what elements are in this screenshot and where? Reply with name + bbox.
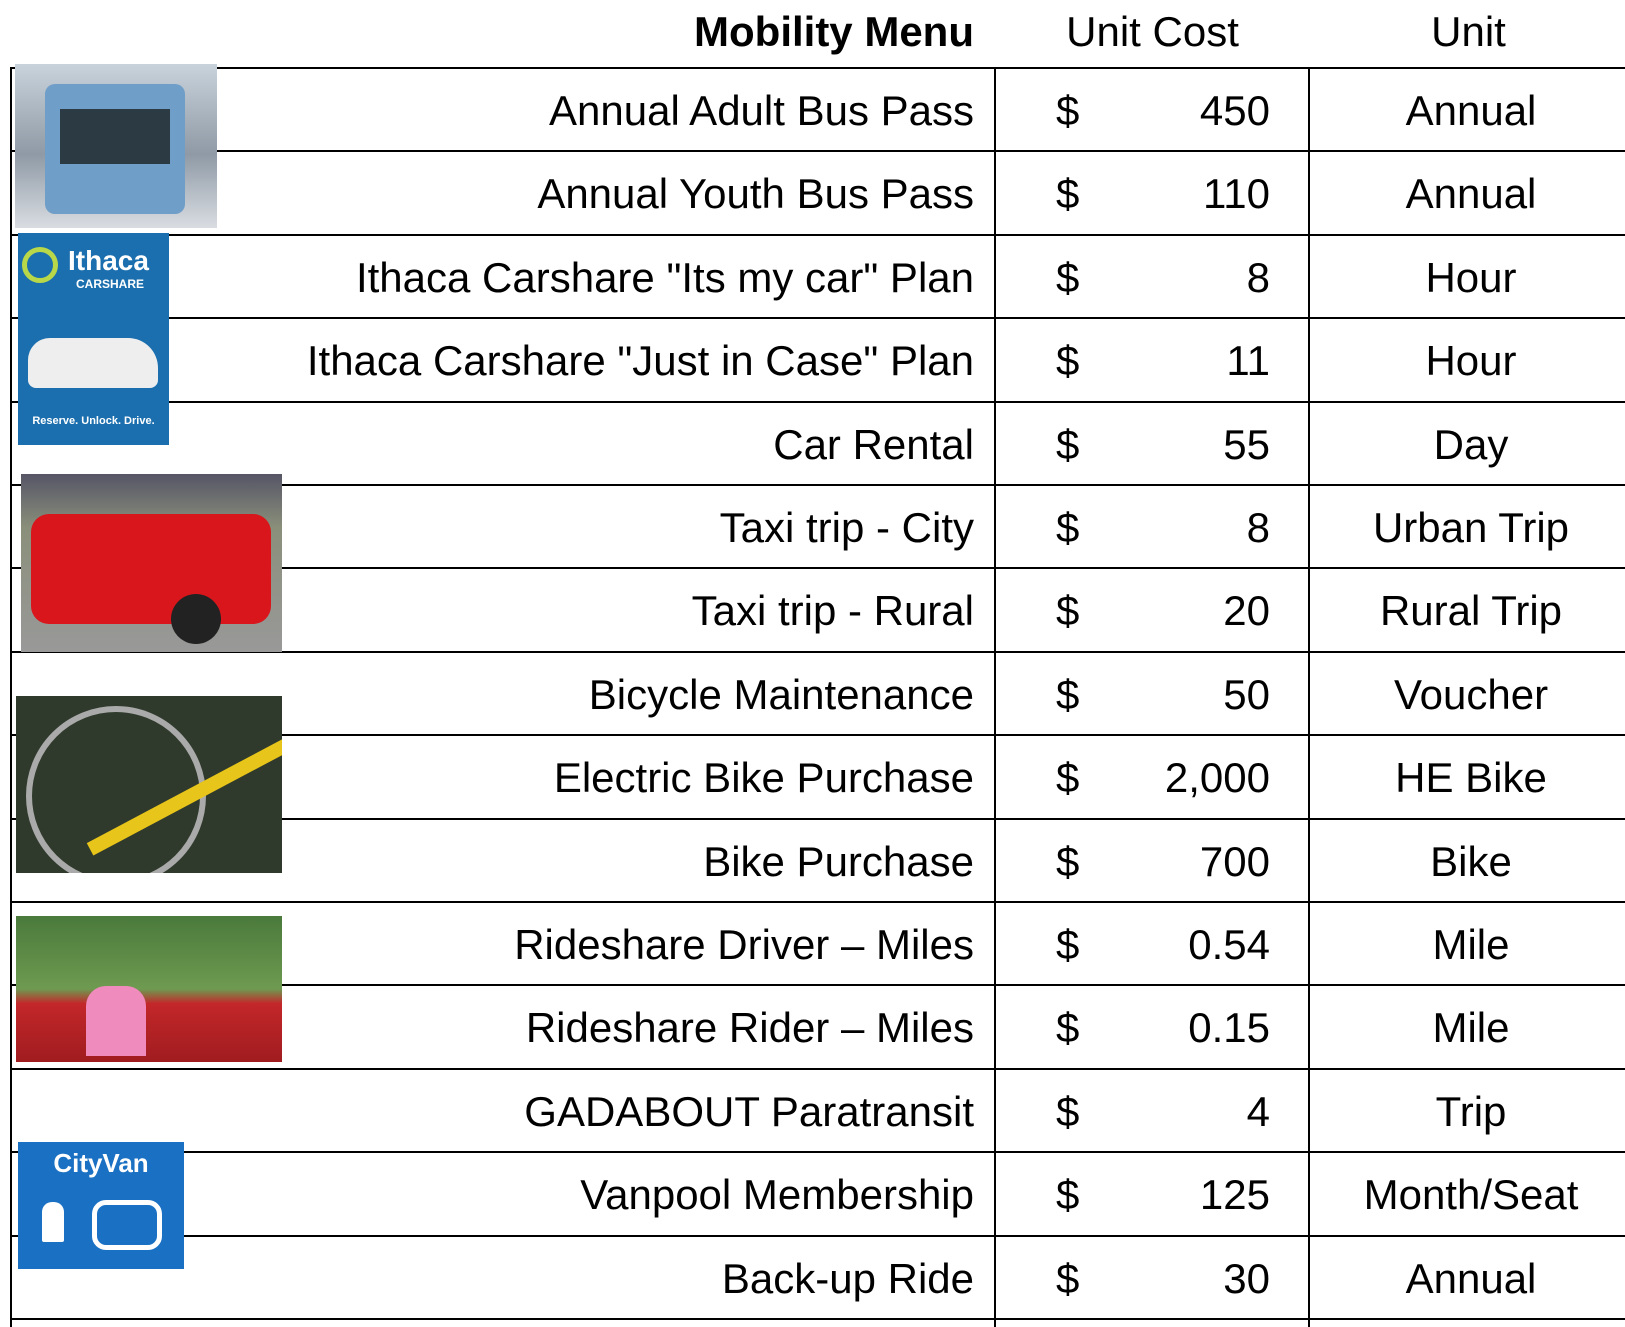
carshare-logo: Ithaca CARSHARE Reserve. Unlock. Drive.	[18, 233, 169, 445]
item: Bike Purchase	[210, 820, 974, 903]
unit: Trip	[1312, 1070, 1625, 1153]
item: Electric Bike Purchase	[210, 736, 974, 819]
item: Rideshare Rider – Miles	[210, 986, 974, 1069]
carshare-mark	[22, 247, 58, 283]
cityvan-walker	[42, 1202, 64, 1242]
currency: $	[1056, 1153, 1096, 1236]
unit: Bike	[1312, 820, 1625, 903]
unit: Hour	[1312, 319, 1625, 402]
currency: $	[1056, 653, 1096, 736]
item: Bicycle Maintenance	[210, 653, 974, 736]
page: Mobility Menu Unit Cost Unit Annual Adul…	[0, 0, 1625, 1313]
currency: $	[1056, 986, 1096, 1069]
item: Rideshare Driver – Miles	[210, 903, 974, 986]
rideshare-person	[86, 986, 146, 1056]
item: Back-up Ride	[210, 1237, 974, 1320]
table-row: Vanpool Membership $125 Month/Seat	[10, 1153, 1625, 1236]
table-row: Ithaca Carshare "Its my car" Plan $8 Hour	[10, 236, 1625, 319]
carshare-sub: CARSHARE	[76, 277, 144, 291]
currency: $	[1056, 236, 1096, 319]
table-row: Ithaca Carshare "Just in Case" Plan $11 Ho…	[10, 319, 1625, 402]
unit: Day	[1312, 403, 1625, 486]
cost: 30	[1100, 1237, 1270, 1320]
cost: 55	[1100, 403, 1270, 486]
unit: Annual	[1312, 1237, 1625, 1320]
table-row: Back-up Ride $30 Annual	[10, 1237, 1625, 1320]
unit: Hour	[1312, 236, 1625, 319]
cost: 125	[1100, 1153, 1270, 1236]
cost: 0.54	[1100, 903, 1270, 986]
cityvan-name: CityVan	[18, 1148, 184, 1179]
cost: 8	[1100, 486, 1270, 569]
currency: $	[1056, 903, 1096, 986]
currency: $	[1056, 486, 1096, 569]
unit: Urban Trip	[1312, 486, 1625, 569]
unit: Voucher	[1312, 653, 1625, 736]
item: Taxi trip - City	[210, 486, 974, 569]
cost: 110	[1100, 152, 1270, 235]
currency: $	[1056, 1237, 1096, 1320]
currency: $	[1056, 1070, 1096, 1153]
bus-photo	[15, 64, 217, 228]
carshare-slogan: Reserve. Unlock. Drive.	[18, 415, 169, 427]
cost: 2,000	[1100, 736, 1270, 819]
unit: Month/Seat	[1312, 1153, 1625, 1236]
cost: 50	[1100, 653, 1270, 736]
currency: $	[1056, 736, 1096, 819]
item: Ithaca Carshare "Just in Case" Plan	[210, 319, 974, 402]
unit: Rural Trip	[1312, 569, 1625, 652]
cost: 450	[1100, 69, 1270, 152]
cityvan-car	[92, 1200, 162, 1250]
bus-window	[60, 109, 170, 164]
cost: 11	[1100, 319, 1270, 402]
carshare-name: Ithaca	[68, 245, 149, 277]
item: Annual Adult Bus Pass	[210, 69, 974, 152]
item: Vanpool Membership	[210, 1153, 974, 1236]
cost: 20	[1100, 569, 1270, 652]
table: Annual Adult Bus Pass$450AnnualAnnual Yo…	[0, 0, 1625, 1313]
item: Ithaca Carshare "Its my car" Plan	[210, 236, 974, 319]
cityvan-logo: CityVan	[18, 1142, 184, 1269]
table-row: Annual Youth Bus Pass $110 Annual	[10, 152, 1625, 235]
unit: HE Bike	[1312, 736, 1625, 819]
cost: 4	[1100, 1070, 1270, 1153]
item: GADABOUT Paratransit	[210, 1070, 974, 1153]
item: Taxi trip - Rural	[210, 569, 974, 652]
taxi-wheel	[171, 594, 221, 644]
cost: 0.15	[1100, 986, 1270, 1069]
currency: $	[1056, 69, 1096, 152]
currency: $	[1056, 152, 1096, 235]
item: Car Rental	[210, 403, 974, 486]
unit: Annual	[1312, 152, 1625, 235]
table-row: Annual Adult Bus Pass $450 Annual	[10, 69, 1625, 152]
currency: $	[1056, 569, 1096, 652]
unit: Mile	[1312, 903, 1625, 986]
item: Annual Youth Bus Pass	[210, 152, 974, 235]
taxi-body	[31, 514, 271, 624]
currency: $	[1056, 319, 1096, 402]
cost: 8	[1100, 236, 1270, 319]
rideshare-photo	[16, 916, 282, 1062]
carshare-car	[28, 338, 158, 388]
unit: Annual	[1312, 69, 1625, 152]
currency: $	[1056, 403, 1096, 486]
table-row: GADABOUT Paratransit $4 Trip	[10, 1070, 1625, 1153]
currency: $	[1056, 820, 1096, 903]
bike-photo	[16, 696, 282, 873]
bike-wheel	[26, 706, 206, 873]
taxi-photo	[21, 474, 282, 652]
cost: 700	[1100, 820, 1270, 903]
unit: Mile	[1312, 986, 1625, 1069]
